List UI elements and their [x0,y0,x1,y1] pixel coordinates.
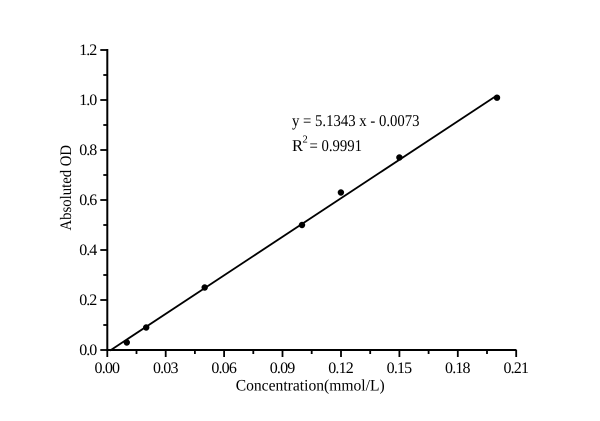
svg-text:0.12: 0.12 [328,360,354,377]
svg-text:0.00: 0.00 [95,360,121,377]
svg-text:0.0: 0.0 [79,342,97,359]
svg-text:0.03: 0.03 [153,360,179,377]
svg-text:1.2: 1.2 [79,42,97,59]
svg-text:0.18: 0.18 [445,360,471,377]
svg-text:2: 2 [303,135,308,146]
svg-text:y = 5.1343 x - 0.0073: y = 5.1343 x - 0.0073 [292,111,420,130]
svg-text:Absoluted OD: Absoluted OD [58,145,75,231]
svg-text:0.15: 0.15 [387,360,413,377]
svg-text:R: R [292,136,303,155]
svg-text:= 0.9991: = 0.9991 [310,136,363,155]
svg-text:0.6: 0.6 [79,192,97,209]
svg-text:Concentration(mmol/L): Concentration(mmol/L) [236,378,385,395]
svg-text:0.06: 0.06 [211,360,237,377]
svg-text:0.2: 0.2 [79,292,97,309]
svg-text:0.09: 0.09 [270,360,296,377]
svg-text:0.8: 0.8 [79,142,97,159]
svg-text:0.21: 0.21 [503,360,529,377]
svg-text:1.0: 1.0 [79,92,97,109]
svg-text:0.4: 0.4 [79,242,97,259]
